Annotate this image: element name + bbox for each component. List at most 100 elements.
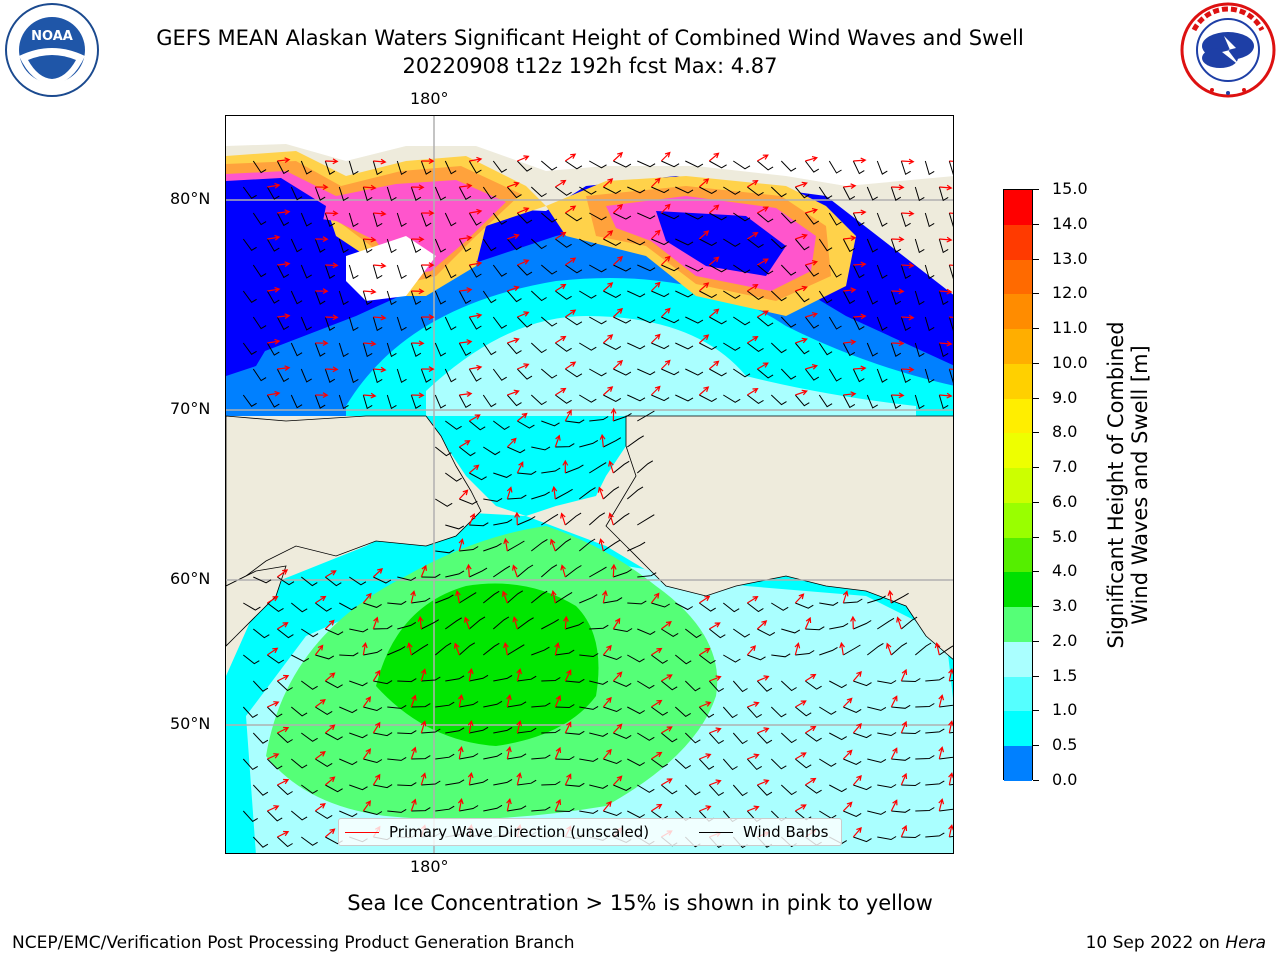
wave-direction-arrow: [564, 669, 572, 682]
wind-barb: [891, 704, 911, 709]
wave-direction-arrow: [698, 282, 710, 292]
wave-direction-arrow: [362, 748, 372, 760]
wind-barb: [613, 316, 632, 324]
lon-label-bottom: 180°: [410, 857, 449, 876]
wind-barb: [757, 628, 776, 636]
colorbar-tick-mark: [1033, 258, 1039, 260]
wind-barb: [362, 186, 373, 202]
colorbar-tick-mark: [1033, 362, 1039, 364]
wave-direction-arrow: [455, 589, 461, 604]
wind-barb: [492, 368, 507, 381]
wind-barb: [300, 368, 312, 383]
wave-direction-arrow: [900, 720, 908, 734]
wind-barb: [723, 342, 741, 351]
wind-barb: [924, 160, 935, 176]
wind-barb: [492, 160, 507, 173]
wave-direction-arrow: [458, 489, 469, 500]
wind-barb: [915, 807, 935, 812]
wind-barb: [325, 732, 343, 741]
run-machine: Hera: [1225, 933, 1266, 953]
lon-label-top: 180°: [410, 89, 449, 108]
wind-barb: [266, 238, 280, 252]
wind-barb: [829, 680, 847, 689]
wave-direction-arrow: [457, 797, 464, 812]
wave-direction-arrow: [563, 615, 569, 630]
wind-barb: [410, 186, 422, 201]
wave-direction-arrow: [410, 746, 417, 760]
wind-barb: [243, 602, 261, 611]
wind-barb: [541, 677, 561, 682]
branch-credit: NCEP/EMC/Verification Post Processing Pr…: [12, 933, 575, 953]
ocean-fields: [226, 116, 953, 853]
wave-direction-arrow: [457, 693, 464, 708]
run-date: 10 Sep 2022 on Hera: [1086, 933, 1266, 953]
wind-barb: [589, 566, 607, 578]
wind-barb: [627, 810, 645, 819]
wind-barb: [612, 460, 630, 474]
wind-barb: [396, 368, 407, 384]
wind-barb: [612, 512, 630, 526]
wave-direction-arrow: [315, 392, 329, 399]
wave-direction-arrow: [747, 753, 760, 760]
wind-barb: [386, 290, 397, 306]
wind-barb: [637, 212, 656, 220]
wind-barb: [348, 212, 359, 228]
wave-direction-arrow: [795, 285, 808, 292]
wind-barb: [733, 628, 751, 638]
wind-barb: [434, 394, 447, 409]
wind-barb: [492, 316, 507, 329]
wind-barb: [867, 642, 884, 656]
wave-direction-arrow: [650, 177, 661, 188]
wind-barb: [589, 416, 609, 422]
wave-direction-arrow: [554, 434, 561, 448]
wave-direction-arrow: [406, 642, 413, 656]
wind-barb: [891, 592, 909, 604]
wind-barb: [540, 212, 558, 223]
colorbar-tick-label: 1.0: [1052, 700, 1078, 720]
wave-direction-arrow: [554, 798, 562, 812]
wave-direction-arrow: [610, 407, 617, 422]
wind-barb: [242, 186, 257, 199]
wind-barb: [651, 186, 670, 194]
wind-barb: [555, 649, 575, 656]
wind-barb: [819, 706, 837, 715]
wind-barb: [444, 316, 457, 331]
wind-barb: [709, 368, 727, 377]
wave-direction-arrow: [660, 307, 671, 318]
wind-barb: [555, 591, 573, 604]
wind-barb: [877, 680, 897, 685]
wave-direction-arrow: [901, 262, 915, 269]
wave-direction-arrow: [885, 642, 892, 656]
wind-barb: [651, 238, 670, 246]
wave-direction-arrow: [507, 389, 520, 396]
wind-barb: [459, 805, 479, 812]
wind-barb: [900, 264, 911, 280]
wind-barb: [482, 342, 497, 356]
wave-direction-arrow: [939, 392, 953, 399]
wind-barb: [627, 758, 645, 767]
wind-barb: [939, 756, 953, 760]
wave-direction-arrow: [468, 512, 476, 526]
colorbar-segment: [1004, 224, 1032, 260]
wind-barb: [829, 784, 847, 793]
wind-barb: [482, 642, 500, 656]
wind-barb: [565, 419, 585, 424]
wind-barb: [675, 342, 694, 350]
wind-barb: [507, 701, 527, 708]
wind-barb: [266, 810, 283, 822]
wind-barb: [565, 264, 583, 274]
wind-barb: [435, 549, 455, 554]
wind-barb: [794, 342, 810, 355]
wind-barb: [315, 810, 333, 819]
wind-barb: [469, 472, 487, 481]
wave-direction-arrow: [746, 232, 759, 240]
colorbar-tick-mark: [1033, 189, 1039, 190]
wind-barb: [444, 160, 457, 175]
wind-barb: [674, 706, 691, 718]
wave-direction-arrow: [467, 719, 474, 734]
wave-direction-arrow: [852, 826, 862, 838]
wave-direction-arrow: [421, 158, 435, 165]
wind-barb: [603, 706, 622, 713]
wind-barb: [324, 576, 342, 587]
wind-barb: [565, 730, 585, 735]
